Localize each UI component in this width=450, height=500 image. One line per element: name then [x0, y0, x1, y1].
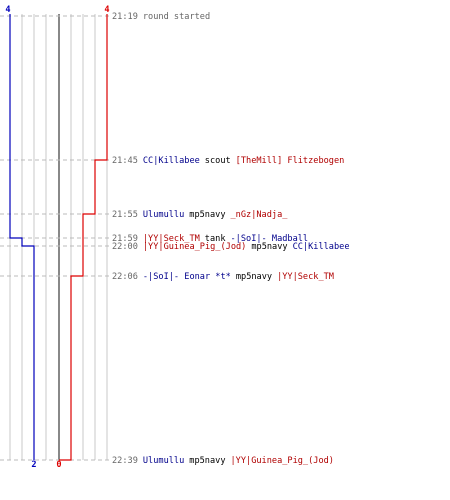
killer-name: |YY|Seck_TM [143, 234, 200, 244]
kill-event-row: 21:59 |YY|Seck_TM tank -|SoI|- Madball [112, 234, 308, 244]
event-time: 21:55 [112, 210, 138, 220]
event-log: 21:19 round started 21:45 CC|Killabee scout [… [112, 12, 350, 466]
kill-event-row: 21:45 CC|Killabee scout [TheMill] Flitzebog… [112, 156, 344, 166]
kill-event-row: 21:55 Ulumullu mp5navy _nGz|Nadja_ [112, 210, 288, 220]
weapon-name: mp5navy [189, 456, 225, 466]
blue-team-score-line [9, 14, 35, 460]
event-time: 21:19 [112, 12, 138, 22]
killer-name: -|SoI|- Eonar *t* [143, 272, 231, 282]
weapon-name: mp5navy [236, 272, 272, 282]
event-time: 21:45 [112, 156, 138, 166]
killer-name: Ulumullu [143, 210, 184, 220]
weapon-name: scout [205, 156, 231, 166]
victim-name: CC|Killabee [293, 242, 350, 252]
round-start-row: 21:19 round started [112, 12, 210, 22]
weapon-name: mp5navy [189, 210, 225, 220]
event-text: round started [143, 12, 210, 22]
kill-event-row: 22:39 Ulumullu mp5navy |YY|Guinea_Pig_(Jod) [112, 456, 334, 466]
event-time: 22:39 [112, 456, 138, 466]
victim-name: -|SoI|- Madball [231, 234, 309, 244]
kill-event-row: 22:06 -|SoI|- Eonar *t* mp5navy |YY|Seck_TM [112, 272, 334, 282]
blue-end-score: 2 [31, 460, 36, 470]
red-start-score: 4 [104, 5, 109, 15]
weapon-name: tank [205, 234, 227, 244]
weapon-name: mp5navy [251, 242, 287, 252]
victim-name: |YY|Seck_TM [277, 272, 334, 282]
victim-name: |YY|Guinea_Pig_(Jod) [231, 456, 334, 466]
event-time: 21:59 [112, 234, 138, 244]
killer-name: |YY|Guinea_Pig_(Jod) [143, 242, 246, 252]
score-labels: 4 4 2 0 [5, 5, 109, 470]
red-team-score-line [59, 14, 108, 461]
victim-name: [TheMill] Flitzebogen [236, 156, 345, 166]
kill-event-row: 22:00 |YY|Guinea_Pig_(Jod) mp5navy CC|Killa… [112, 242, 350, 252]
blue-start-score: 4 [5, 5, 10, 15]
event-time: 22:00 [112, 242, 138, 252]
score-step-lines [9, 14, 108, 461]
killer-name: CC|Killabee [143, 156, 200, 166]
player-grid [9, 14, 108, 460]
victim-name: _nGz|Nadja_ [231, 210, 289, 220]
red-end-score: 0 [56, 460, 61, 470]
event-time: 22:06 [112, 272, 138, 282]
killer-name: Ulumullu [143, 456, 184, 466]
